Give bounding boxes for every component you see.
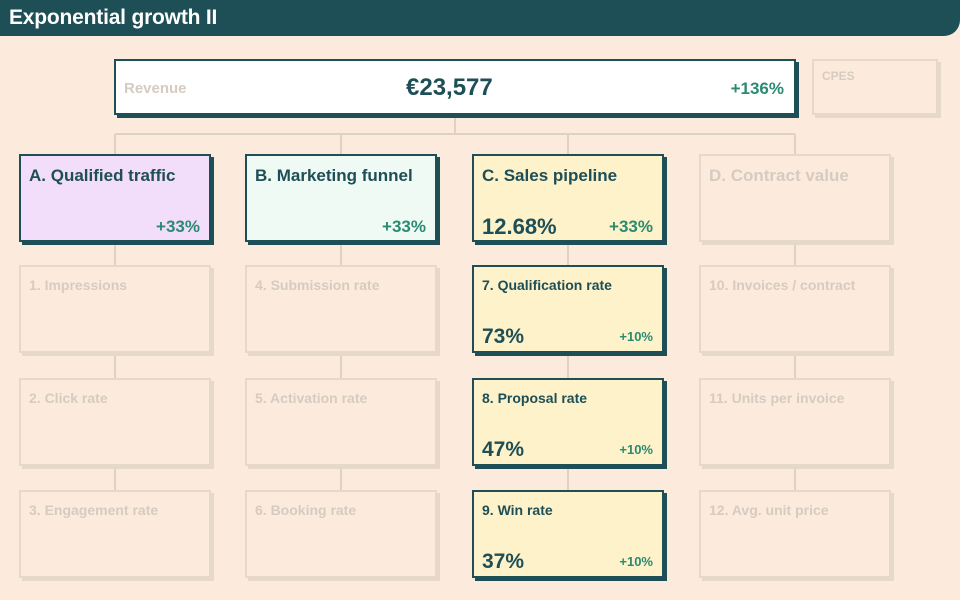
revenue-label: Revenue (124, 80, 187, 97)
cpes-card[interactable]: CPES (812, 59, 938, 115)
metric-label: 8. Proposal rate (482, 390, 588, 406)
cpes-label: CPES (822, 69, 855, 83)
revenue-change: +136% (730, 79, 784, 98)
revenue-value: €23,577 (406, 74, 493, 101)
driver-change: +33% (382, 217, 426, 236)
revenue-card[interactable]: Revenue €23,577 +136% (114, 59, 796, 115)
metric-label: 11. Units per invoice (709, 390, 845, 406)
metric-label: 12. Avg. unit price (709, 502, 829, 518)
metric-card-impressions[interactable]: 1. Impressions (19, 265, 211, 353)
driver-label: B. Marketing funnel (255, 166, 413, 185)
metric-label: 6. Booking rate (255, 502, 357, 518)
metric-value: 47% (482, 438, 525, 461)
driver-card-marketing-funnel[interactable]: B. Marketing funnel +33% (245, 154, 437, 242)
metric-label: 3. Engagement rate (29, 502, 159, 518)
driver-change: +33% (609, 217, 653, 236)
metric-card-click-rate[interactable]: 2. Click rate (19, 378, 211, 466)
metric-label: 4. Submission rate (255, 277, 380, 293)
metric-card-avg-unit-price[interactable]: 12. Avg. unit price (699, 490, 891, 578)
metric-card-qualification-rate[interactable]: 7. Qualification rate 73% +10% (472, 265, 664, 353)
metric-label: 9. Win rate (482, 502, 553, 518)
metric-card-engagement-rate[interactable]: 3. Engagement rate (19, 490, 211, 578)
driver-card-contract-value[interactable]: D. Contract value (699, 154, 891, 242)
metric-card-units-per-invoice[interactable]: 11. Units per invoice (699, 378, 891, 466)
driver-change: +33% (156, 217, 200, 236)
metric-card-proposal-rate[interactable]: 8. Proposal rate 47% +10% (472, 378, 664, 466)
driver-label: D. Contract value (709, 166, 849, 185)
page-title: Exponential growth II (9, 6, 218, 29)
metric-card-activation-rate[interactable]: 5. Activation rate (245, 378, 437, 466)
metric-value: 73% (482, 325, 525, 348)
driver-label: C. Sales pipeline (482, 166, 618, 185)
metric-change: +10% (619, 554, 653, 569)
driver-label: A. Qualified traffic (29, 166, 176, 185)
metric-value: 37% (482, 550, 525, 573)
metric-label: 1. Impressions (29, 277, 128, 293)
metric-card-booking-rate[interactable]: 6. Booking rate (245, 490, 437, 578)
metric-label: 2. Click rate (29, 390, 108, 406)
metric-label: 5. Activation rate (255, 390, 368, 406)
title-bar: Exponential growth II (0, 0, 960, 36)
metric-change: +10% (619, 329, 653, 344)
driver-card-qualified-traffic[interactable]: A. Qualified traffic +33% (19, 154, 211, 242)
metric-card-submission-rate[interactable]: 4. Submission rate (245, 265, 437, 353)
metric-label: 10. Invoices / contract (709, 277, 856, 293)
metric-label: 7. Qualification rate (482, 277, 612, 293)
metric-change: +10% (619, 442, 653, 457)
metric-card-invoices-per-contract[interactable]: 10. Invoices / contract (699, 265, 891, 353)
metric-card-win-rate[interactable]: 9. Win rate 37% +10% (472, 490, 664, 578)
driver-card-sales-pipeline[interactable]: C. Sales pipeline 12.68% +33% (472, 154, 664, 242)
driver-value: 12.68% (482, 214, 557, 239)
